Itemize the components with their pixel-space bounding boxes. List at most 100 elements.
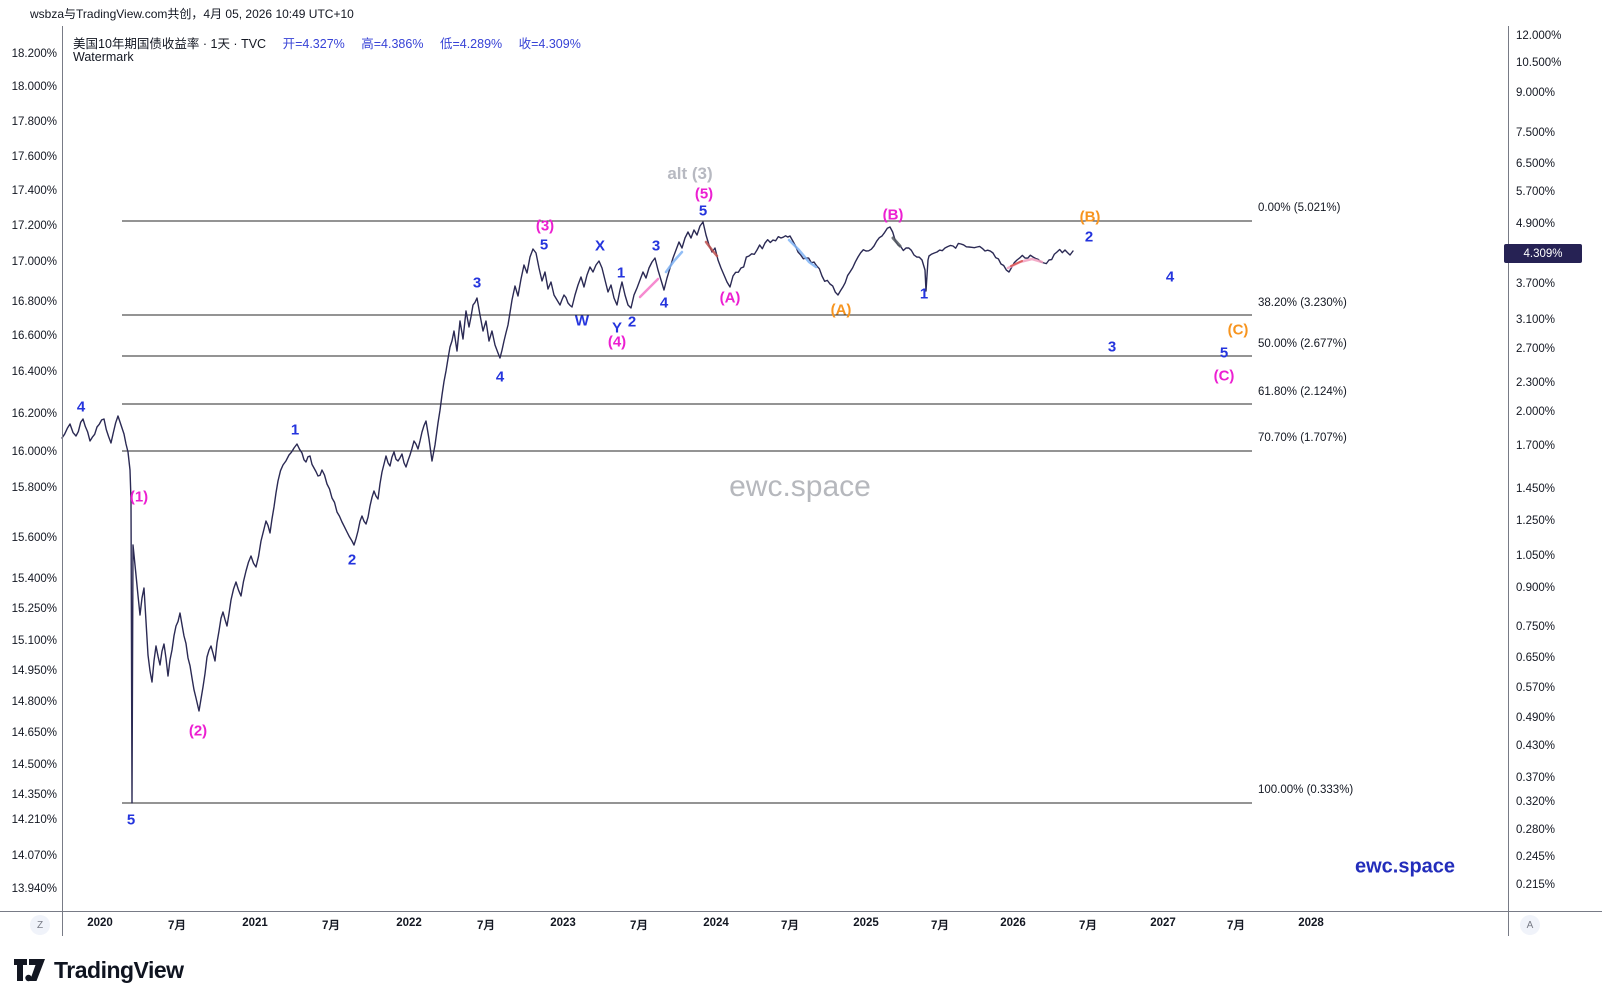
elliott-wave-label: 5 <box>539 236 549 254</box>
wave-connector-mark <box>787 238 818 269</box>
right-axis-tick: 2.300% <box>1516 377 1556 389</box>
time-axis-tick: 2022 <box>396 917 422 929</box>
left-axis-tick: 16.800% <box>11 296 57 308</box>
left-axis-tick: 16.400% <box>11 366 57 378</box>
right-axis-tick: 0.280% <box>1516 824 1556 836</box>
time-axis-tick: 2021 <box>242 917 268 929</box>
low-value: 低=4.289% <box>439 37 503 51</box>
fib-level-label: 50.00% (2.677%) <box>1258 338 1347 350</box>
time-axis-tick: 7月 <box>1079 920 1097 932</box>
elliott-wave-label: 4 <box>1165 268 1175 286</box>
symbol-title: 美国10年期国债收益率 · 1天 · TVC <box>73 37 267 51</box>
elliott-wave-label: (C) <box>1213 367 1235 385</box>
price-line-series <box>61 221 1074 804</box>
time-axis-tick: 7月 <box>931 920 949 932</box>
left-axis-tick: 17.200% <box>11 220 57 232</box>
time-axis-tick: 2027 <box>1150 917 1176 929</box>
right-axis-tick: 1.250% <box>1516 515 1556 527</box>
elliott-wave-label: 1 <box>290 421 300 439</box>
wave-connector-mark <box>1010 260 1023 267</box>
right-axis-tick: 0.900% <box>1516 582 1556 594</box>
elliott-wave-label: 5 <box>126 811 136 829</box>
open-value: 开=4.327% <box>282 37 345 51</box>
tradingview-logo-text: TradingView <box>54 957 184 983</box>
left-axis-tick: 16.200% <box>11 408 57 420</box>
time-axis-tick: 2025 <box>853 917 879 929</box>
right-axis-tick: 0.370% <box>1516 772 1556 784</box>
right-axis-tick: 5.700% <box>1516 186 1556 198</box>
high-value: 高=4.386% <box>361 37 424 51</box>
last-price-label: 4.309% <box>1504 244 1582 263</box>
attribution-bar: wsbza与TradingView.com共创，4月 05, 2026 10:4… <box>0 0 1602 27</box>
left-axis-tick: 18.000% <box>11 81 57 93</box>
elliott-wave-label: 4 <box>76 398 86 416</box>
left-axis-tick: 15.100% <box>11 635 57 647</box>
right-axis-tick: 1.450% <box>1516 483 1556 495</box>
left-axis-border <box>62 26 63 936</box>
elliott-wave-label: (3) <box>535 217 555 235</box>
elliott-wave-label: X <box>594 237 606 255</box>
timezone-button[interactable]: Z <box>30 915 50 935</box>
elliott-wave-label: (2) <box>188 722 208 740</box>
right-axis-tick: 3.100% <box>1516 314 1556 326</box>
elliott-wave-label: 3 <box>472 274 482 292</box>
right-axis-tick: 7.500% <box>1516 127 1556 139</box>
tradingview-logo-icon <box>14 959 45 982</box>
price-chart-canvas[interactable] <box>0 26 1602 936</box>
elliott-wave-label: (A) <box>719 289 741 307</box>
elliott-wave-label: 4 <box>495 368 505 386</box>
tradingview-logo[interactable]: TradingView <box>14 957 184 984</box>
elliott-wave-label: 5 <box>698 202 708 220</box>
left-axis-tick: 14.500% <box>11 759 57 771</box>
time-axis-tick: 7月 <box>1227 920 1245 932</box>
left-axis-tick: 14.350% <box>11 789 57 801</box>
time-axis-tick: 2024 <box>703 917 729 929</box>
right-axis-tick: 12.000% <box>1516 30 1562 42</box>
left-axis-tick: 16.600% <box>11 330 57 342</box>
left-axis-tick: 14.650% <box>11 727 57 739</box>
legend-watermark-line: Watermark <box>73 50 134 64</box>
elliott-wave-label: Y <box>611 319 623 337</box>
x-axis-border <box>0 911 1602 912</box>
wave-connector-mark <box>638 277 660 299</box>
bottom-right-watermark: ewc.space <box>1354 855 1456 878</box>
elliott-wave-label: W <box>574 312 590 330</box>
right-axis-tick: 0.750% <box>1516 621 1556 633</box>
left-axis-tick: 14.210% <box>11 814 57 826</box>
right-axis-tick: 2.000% <box>1516 406 1556 418</box>
left-axis-tick: 18.200% <box>11 48 57 60</box>
right-axis-tick: 1.700% <box>1516 440 1556 452</box>
right-axis-tick: 3.700% <box>1516 278 1556 290</box>
elliott-wave-label: (B) <box>1079 208 1101 226</box>
elliott-wave-label: (A) <box>830 301 852 319</box>
time-axis-tick: 7月 <box>630 920 648 932</box>
left-axis-tick: 17.800% <box>11 116 57 128</box>
elliott-wave-label: 2 <box>347 551 357 569</box>
time-axis-tick: 2020 <box>87 917 113 929</box>
elliott-wave-label: 2 <box>627 313 637 331</box>
time-axis-tick: 2028 <box>1298 917 1324 929</box>
left-axis-tick: 14.070% <box>11 850 57 862</box>
fib-level-label: 100.00% (0.333%) <box>1258 784 1354 796</box>
right-axis-tick: 0.490% <box>1516 712 1556 724</box>
right-axis-tick: 10.500% <box>1516 57 1562 69</box>
right-axis-tick: 4.900% <box>1516 218 1556 230</box>
left-axis-tick: 17.600% <box>11 151 57 163</box>
elliott-wave-label: 3 <box>651 237 661 255</box>
left-axis-tick: 13.940% <box>11 883 57 895</box>
right-axis-border <box>1508 26 1509 936</box>
left-axis-tick: 15.400% <box>11 573 57 585</box>
wave-connector-mark <box>664 250 684 274</box>
symbol-legend[interactable]: 美国10年期国债收益率 · 1天 · TVC 开=4.327% 高=4.386%… <box>73 33 581 52</box>
chart-widget[interactable]: 18.200% 18.000% 17.800% 17.600% 17.400% 17.20… <box>0 26 1602 937</box>
elliott-wave-label: alt (3) <box>667 164 713 183</box>
right-axis-tick: 2.700% <box>1516 343 1556 355</box>
auto-scale-button[interactable]: A <box>1520 915 1540 935</box>
right-axis-tick: 0.245% <box>1516 851 1556 863</box>
elliott-wave-label: 1 <box>919 285 929 303</box>
time-axis-tick: 7月 <box>477 920 495 932</box>
left-axis-tick: 14.800% <box>11 696 57 708</box>
time-axis-tick: 7月 <box>322 920 340 932</box>
left-axis-tick: 15.250% <box>11 603 57 615</box>
